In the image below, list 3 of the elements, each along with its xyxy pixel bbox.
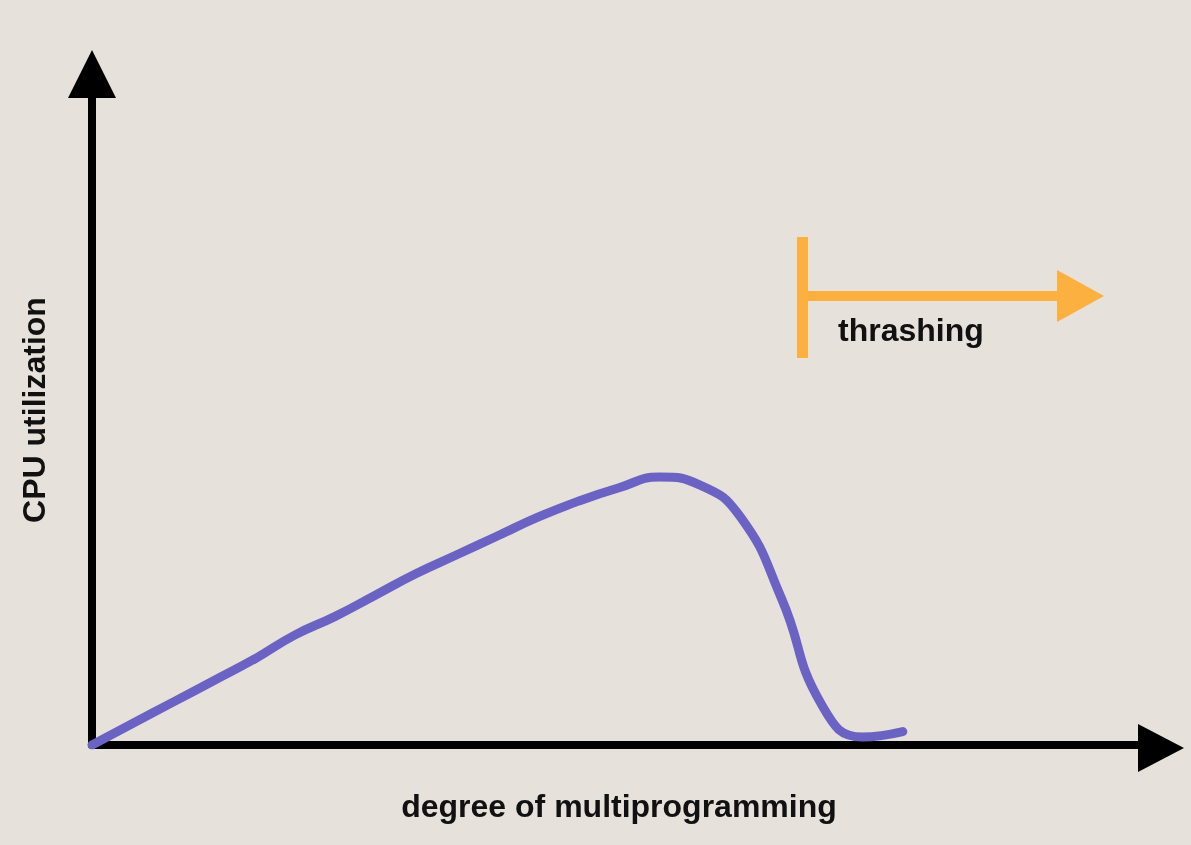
x-axis-title: degree of multiprogramming — [401, 788, 837, 824]
text: thrashing — [838, 312, 984, 349]
y-axis-title: CPU utilization — [16, 297, 52, 523]
